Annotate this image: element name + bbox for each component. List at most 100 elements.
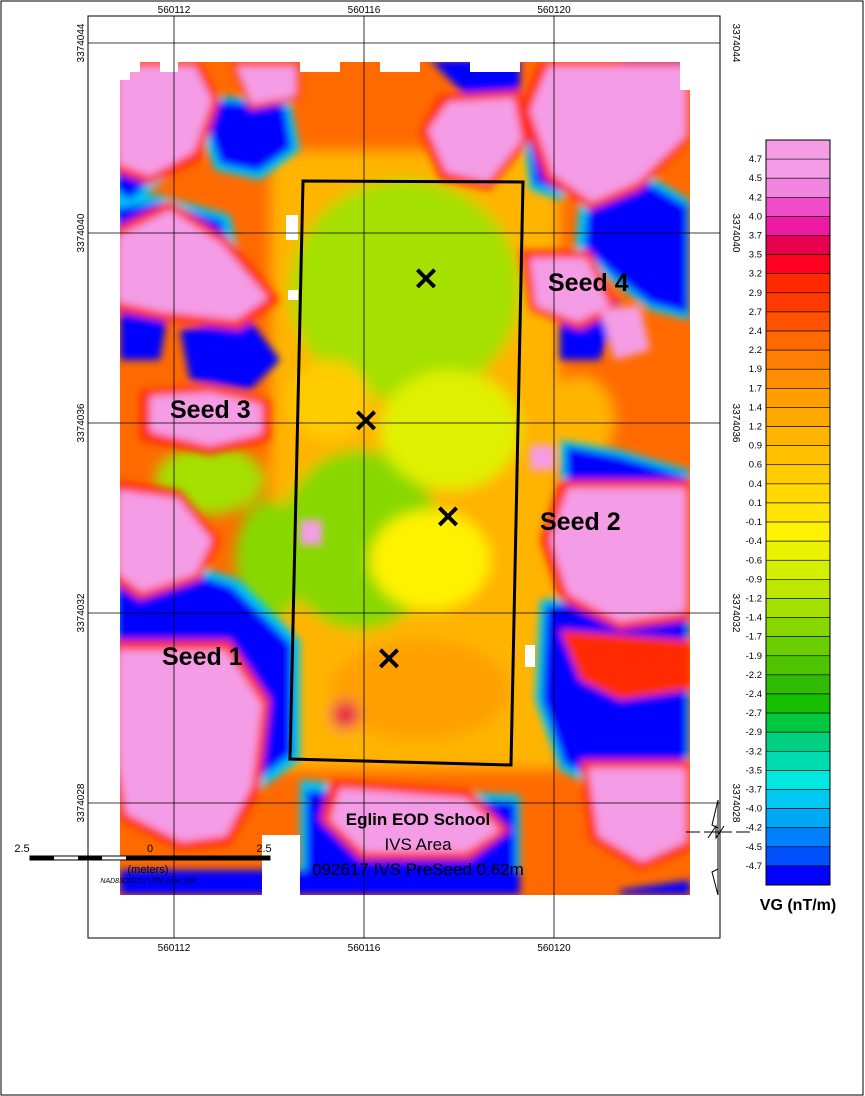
left-tick-label: 3374032	[76, 593, 87, 632]
legend-value-label: -4.0	[746, 804, 762, 815]
top-tick-labels: 560112 560116 560120	[158, 5, 571, 16]
legend-value-label: 0.4	[749, 479, 762, 490]
legend-value-label: -2.4	[746, 689, 762, 700]
legend-value-label: -3.7	[746, 784, 762, 795]
legend-swatch	[765, 540, 831, 561]
right-tick-labels: 3374044 3374040 3374036 3374032 3374028	[730, 24, 741, 823]
right-tick-label: 3374040	[730, 214, 741, 253]
legend-swatch	[765, 349, 831, 370]
legend-value-label: 0.9	[749, 441, 762, 452]
legend-value-label: -4.2	[746, 823, 762, 834]
scale-label-right: 2.5	[256, 843, 271, 855]
legend-title: VG (nT/m)	[760, 897, 836, 914]
legend-value-label: 3.7	[749, 231, 762, 242]
legend-swatch	[765, 712, 831, 733]
legend-value-label: -0.6	[746, 555, 762, 566]
legend-swatch	[765, 865, 831, 886]
legend-value-label: 0.6	[749, 460, 762, 471]
seed-label-3: Seed 3	[170, 396, 251, 424]
legend-value-label: -4.7	[746, 861, 762, 872]
top-tick-label: 560120	[537, 5, 571, 16]
seed-marker: ×	[434, 496, 463, 536]
legend-swatch	[765, 521, 831, 542]
north-arrow-icon	[686, 799, 750, 896]
legend-value-label: 3.2	[749, 269, 762, 280]
seed-markers: × × × ×	[352, 258, 463, 678]
top-tick-label: 560116	[348, 5, 381, 16]
legend-swatch	[765, 770, 831, 790]
legend-swatch	[765, 750, 831, 771]
legend-value-label: 2.2	[749, 345, 762, 356]
legend-swatch	[765, 483, 831, 504]
legend-swatch	[765, 273, 831, 294]
legend-swatch	[765, 579, 831, 599]
legend-swatch	[765, 177, 831, 198]
left-tick-label: 3374044	[76, 23, 87, 62]
right-tick-label: 3374032	[730, 594, 741, 633]
legend-swatch	[765, 330, 831, 351]
left-tick-labels: 3374044 3374040 3374036 3374032 3374028	[76, 23, 87, 822]
title-block: Eglin EOD School IVS Area 092617 IVS Pre…	[312, 810, 524, 879]
top-tick-label: 560112	[158, 5, 191, 16]
legend-swatch	[765, 235, 831, 255]
legend-swatch	[765, 197, 831, 217]
seed-marker: ×	[352, 400, 381, 440]
legend-value-label: -0.1	[746, 517, 762, 528]
legend-value-label: 1.9	[749, 364, 762, 375]
legend-value-label: 2.7	[749, 307, 762, 318]
data-gaps	[286, 215, 535, 667]
legend-value-label: -2.9	[746, 727, 762, 738]
legend-swatch	[765, 388, 831, 408]
scale-label-left: 2.5	[14, 843, 29, 855]
legend-value-label: -1.2	[746, 593, 762, 604]
seed-marker: ×	[412, 258, 441, 298]
legend-swatch	[765, 693, 831, 714]
legend-value-label: 3.5	[749, 250, 762, 261]
left-tick-label: 3374040	[76, 213, 87, 252]
bottom-tick-label: 560112	[158, 943, 191, 954]
legend-value-label: 2.9	[749, 288, 762, 299]
legend-value-label: 4.7	[749, 154, 762, 165]
legend-value-label: 4.2	[749, 192, 762, 203]
legend-value-label: -0.4	[746, 536, 762, 547]
legend-swatch	[765, 598, 831, 618]
legend-swatch	[765, 655, 831, 676]
datum-label: NAD83(2011) / UTM zone 16N	[100, 878, 196, 885]
legend-value-label: 2.4	[749, 326, 762, 337]
legend-value-label: -1.7	[746, 632, 762, 643]
legend-swatch	[765, 674, 831, 695]
legend-swatch	[765, 426, 831, 446]
legend-value-label: -4.5	[746, 842, 762, 853]
legend-value-label: -1.4	[746, 613, 762, 624]
seed-marker: ×	[375, 638, 404, 678]
ivs-boundary	[288, 179, 525, 767]
seed-labels: Seed 4 Seed 3 Seed 2 Seed 1	[162, 269, 629, 671]
legend-swatch	[765, 254, 831, 275]
legend-value-label: 1.2	[749, 422, 762, 433]
legend-swatch	[765, 846, 831, 867]
title-line-1: Eglin EOD School	[346, 810, 491, 829]
anomaly-grid	[120, 62, 690, 895]
legend-swatch	[765, 407, 831, 427]
right-tick-label: 3374036	[730, 404, 741, 443]
legend-swatch	[765, 368, 831, 389]
coordinate-grid	[88, 16, 720, 938]
legend-swatch	[765, 827, 831, 848]
legend-value-label: 1.7	[749, 383, 762, 394]
legend-swatch	[765, 292, 831, 313]
legend-value-label: 0.1	[749, 498, 762, 509]
seed-label-2: Seed 2	[540, 508, 621, 536]
legend-swatch	[766, 140, 830, 160]
legend-value-label: -0.9	[746, 574, 762, 585]
legend-swatch	[765, 731, 831, 752]
legend-swatch	[765, 789, 831, 809]
legend-value-label: 1.4	[749, 402, 762, 413]
legend-frame	[765, 139, 831, 886]
legend-value-label: -3.2	[746, 746, 762, 757]
left-tick-label: 3374028	[76, 783, 87, 822]
legend-value-label: 4.0	[749, 211, 762, 222]
seed-label-4: Seed 4	[548, 269, 629, 297]
scale-label-center: 0	[147, 843, 153, 855]
